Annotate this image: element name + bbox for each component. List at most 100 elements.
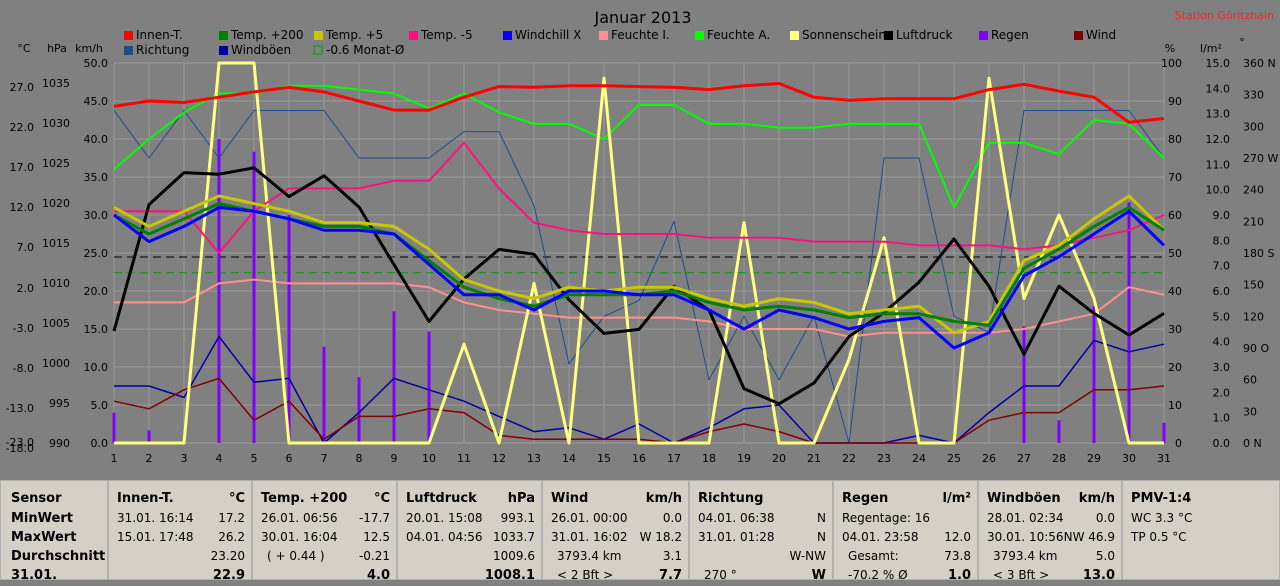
stats-row: Gesamt: 73.8: [834, 549, 977, 567]
panel-min-time-2: 20.01. 15:08: [406, 511, 483, 525]
stats-row: -70.2 % Ø 1.0: [834, 568, 977, 586]
stats-panel-7: PMV-1:4 WC 3.3 °C TP 0.5 °C: [1122, 480, 1280, 580]
panel-last-val-2: 1008.1: [484, 568, 535, 583]
legend-swatch-5: [599, 31, 608, 40]
panel-max-val-5: 12.0: [944, 530, 971, 544]
tick-speed-10: 0.0: [91, 437, 109, 450]
stats-row: 4.0: [253, 568, 396, 586]
stats-row: 15.01. 17:48 26.2: [109, 530, 251, 548]
panel-max-time-3: 31.01. 16:02: [551, 530, 628, 544]
series-temp-5: [113, 194, 1166, 335]
stats-row: [1123, 568, 1279, 586]
legend-swatch-10: [1074, 31, 1083, 40]
tick-temp-3: 12.0: [10, 201, 35, 214]
panel-unit-3: km/h: [645, 491, 682, 506]
tick-day-4: 4: [216, 452, 223, 465]
tick-day-31: 31: [1157, 452, 1171, 465]
legend-swatch-0: [124, 31, 133, 40]
unit-percent: %: [1165, 42, 1175, 55]
row-label-max: MaxWert: [11, 530, 77, 545]
tick-percent-7: 30: [1168, 323, 1182, 336]
unit-rain: l/m²: [1200, 42, 1222, 55]
tick-day-23: 23: [877, 452, 891, 465]
stats-row: 30.01. 10:56 NW 46.9: [979, 530, 1121, 548]
stats-row: Innen-T. °C: [109, 491, 251, 509]
legend-label-6: Feuchte A.: [707, 28, 770, 42]
station-name: Station Göritzhain: [1175, 9, 1274, 22]
panel-unit-0: °C: [228, 491, 245, 506]
stats-panel-0: Innen-T. °C 31.01. 16:14 17.2 15.01. 17:48 26…: [108, 480, 252, 583]
tick-day-27: 27: [1017, 452, 1031, 465]
rain-bar-2: [147, 430, 151, 443]
stats-panel-1: Temp. +200 °C 26.01. 06:56 -17.7 30.01. 16:0…: [252, 480, 397, 583]
tick-rain-3: 12.0: [1206, 133, 1231, 146]
panel-min-val-0: 17.2: [218, 511, 245, 525]
panel-max-val-2: 1033.7: [493, 530, 535, 544]
rain-bar-9: [392, 311, 396, 443]
panel-avg-val-6: 5.0: [1095, 549, 1115, 563]
stats-row: 23.20: [109, 549, 251, 567]
panel-avg-val-2: 1009.6: [493, 549, 535, 563]
tick-day-19: 19: [737, 452, 751, 465]
legend-label-9: Regen: [991, 28, 1029, 42]
panel-avg-val-3: 3.1: [662, 549, 682, 563]
series-sonnenschein: [114, 61, 1164, 445]
tick-day-1: 1: [111, 452, 118, 465]
series-luftdruck: [112, 166, 1165, 406]
stats-row: WC 3.3 °C: [1123, 511, 1279, 529]
tick-pressure-6: 1005: [42, 317, 70, 330]
panel-last-left-6: < 3 Bft >: [993, 568, 1050, 582]
panel-unit-2: hPa: [507, 491, 535, 506]
tick-rain-9: 6.0: [1213, 285, 1231, 298]
tick-speed-9: 5.0: [91, 399, 109, 412]
panel-max-time-6: 30.01. 10:56: [987, 530, 1064, 544]
tick-rain-5: 10.0: [1206, 184, 1231, 197]
panel-title-0: Innen-T.: [117, 491, 174, 506]
stats-panel-6: Windböen km/h 28.01. 02:34 0.0 30.01. 10:56 N…: [978, 480, 1122, 583]
tick-speed-1: 45.0: [84, 95, 109, 108]
tick-percent-8: 20: [1168, 361, 1182, 374]
weather-chart: Januar 2013 Station Göritzhain Innen-T. Tem…: [5, 8, 1279, 465]
legend-swatch-12: [219, 46, 228, 55]
tick-day-18: 18: [702, 452, 716, 465]
tick-direction-7: 150: [1243, 279, 1264, 292]
row-label-min: MinWert: [11, 511, 73, 526]
panel-min-val-1: -17.7: [358, 511, 390, 525]
tick-rain-13: 2.0: [1213, 386, 1231, 399]
tick-speed-4: 30.0: [84, 209, 109, 222]
panel-last-val-3: 7.7: [658, 568, 682, 583]
panel-min-time-6: 28.01. 02:34: [987, 511, 1064, 525]
panel-title-6: Windböen: [987, 491, 1061, 506]
stats-row: 31.01. 01:28 N: [690, 530, 832, 548]
tick-temp-9: -18.0: [6, 442, 34, 455]
tick-rain-10: 5.0: [1213, 310, 1231, 323]
stats-row: 04.01. 06:38 N: [690, 511, 832, 529]
tick-percent-0: 100: [1161, 57, 1182, 70]
stats-panel-4: Richtung 04.01. 06:38 N 31.01. 01:28 N W-NW 27…: [689, 480, 833, 583]
tick-temp-10: -23.0: [6, 436, 34, 449]
rain-bar-1: [112, 412, 116, 443]
series-feuchte-a: [113, 84, 1165, 209]
rain-bar-10: [427, 331, 431, 443]
tick-pressure-0: 1035: [42, 77, 70, 90]
panel-min-val-3: 0.0: [662, 511, 682, 525]
legend-swatch-13: [313, 45, 323, 55]
stats-row: Luftdruck hPa: [398, 491, 541, 509]
legend-swatch-3: [409, 31, 418, 40]
tick-rain-4: 11.0: [1206, 158, 1231, 171]
stats-row: 3793.4 km 3.1: [543, 549, 688, 567]
panel-max-time-2: 04.01. 04:56: [406, 530, 483, 544]
tick-temp-5: 2.0: [17, 282, 35, 295]
tick-day-24: 24: [912, 452, 926, 465]
tick-pressure-3: 1020: [42, 197, 70, 210]
tick-rain-6: 9.0: [1213, 209, 1231, 222]
tick-day-26: 26: [982, 452, 996, 465]
tick-day-20: 20: [772, 452, 786, 465]
tick-pressure-5: 1010: [42, 277, 70, 290]
stats-row: Regentage: 16: [834, 511, 977, 529]
panel-unit-1: °C: [373, 491, 390, 506]
stats-row: 28.01. 02:34 0.0: [979, 511, 1121, 529]
panel-avg-left-5: Gesamt:: [848, 549, 899, 563]
tick-rain-8: 7.0: [1213, 260, 1231, 273]
rain-bar-28: [1057, 420, 1061, 443]
